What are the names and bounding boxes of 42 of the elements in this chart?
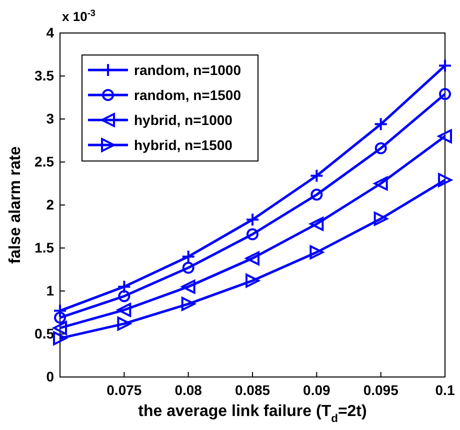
x-tick-label: 0.075: [106, 382, 142, 398]
y-axis-title: false alarm rate: [7, 146, 24, 264]
point: [374, 176, 388, 190]
point: [246, 228, 258, 240]
point: [53, 331, 67, 346]
point: [181, 280, 196, 294]
x-tick-label: 0.095: [363, 382, 399, 398]
y-tick-label: 1: [46, 282, 54, 298]
y-tick-label: 2.5: [34, 153, 54, 170]
x-tick-label: 0.08: [174, 382, 202, 398]
y-tick-label: 3.5: [34, 67, 54, 84]
x-tick-label: 0.1: [435, 382, 455, 398]
point: [310, 245, 324, 260]
point: [117, 302, 132, 317]
y-tick-label: 3: [46, 110, 54, 126]
point: [54, 312, 66, 324]
point: [246, 251, 260, 266]
y-tick-label: 4: [46, 24, 54, 40]
point: [310, 188, 323, 201]
point: [438, 173, 452, 188]
legend-label: random, n=1000: [134, 62, 242, 78]
x-axis-title: the average link failure (T$_{d}$=2t): [138, 403, 367, 425]
x-tick-label: 0.085: [234, 382, 270, 398]
y-tick-label: 2: [46, 196, 54, 212]
point: [438, 129, 452, 144]
point: [53, 320, 67, 335]
point: [118, 290, 130, 302]
text: x 10$^{-3}$: [62, 8, 96, 24]
point: [246, 274, 260, 288]
x-tick-label: 0.09: [303, 382, 331, 398]
legend-label: hybrid, n=1000: [134, 112, 233, 128]
point: [182, 262, 194, 274]
point: [439, 88, 451, 100]
point: [117, 316, 132, 331]
y-tick-label: 1.5: [34, 239, 54, 256]
point: [310, 216, 324, 231]
point: [374, 142, 387, 154]
point: [181, 296, 196, 311]
legend-label: random, n=1500: [134, 87, 242, 103]
y-tick-label: 0: [46, 368, 54, 384]
point: [374, 212, 388, 226]
legend-label: hybrid, n=1500: [134, 137, 233, 153]
